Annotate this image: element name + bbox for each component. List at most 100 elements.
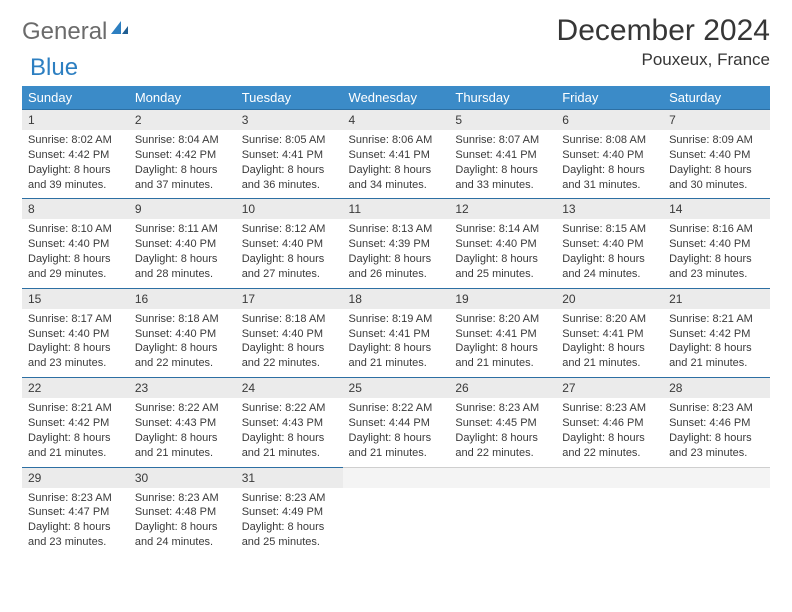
daylight-line: Daylight: 8 hours and 23 minutes. — [28, 520, 123, 550]
sunset-line: Sunset: 4:40 PM — [669, 148, 764, 163]
daylight-line: Daylight: 8 hours and 27 minutes. — [242, 252, 337, 282]
day-content-cell: Sunrise: 8:05 AMSunset: 4:41 PMDaylight:… — [236, 130, 343, 199]
sunrise-line: Sunrise: 8:22 AM — [135, 401, 230, 416]
sunset-line: Sunset: 4:44 PM — [349, 416, 444, 431]
day-content-cell — [663, 488, 770, 556]
sunset-line: Sunset: 4:40 PM — [28, 237, 123, 252]
calendar-table: Sunday Monday Tuesday Wednesday Thursday… — [22, 86, 770, 556]
sunset-line: Sunset: 4:46 PM — [669, 416, 764, 431]
day-number-cell: 9 — [129, 199, 236, 220]
day-content-cell: Sunrise: 8:08 AMSunset: 4:40 PMDaylight:… — [556, 130, 663, 199]
day-content-cell: Sunrise: 8:20 AMSunset: 4:41 PMDaylight:… — [449, 309, 556, 378]
day-content-cell: Sunrise: 8:22 AMSunset: 4:44 PMDaylight:… — [343, 398, 450, 467]
day-number-cell — [556, 467, 663, 488]
sunrise-line: Sunrise: 8:16 AM — [669, 222, 764, 237]
day-content-cell: Sunrise: 8:21 AMSunset: 4:42 PMDaylight:… — [663, 309, 770, 378]
day-content-cell: Sunrise: 8:16 AMSunset: 4:40 PMDaylight:… — [663, 219, 770, 288]
daylight-line: Daylight: 8 hours and 37 minutes. — [135, 163, 230, 193]
day-number-cell: 31 — [236, 467, 343, 488]
day-number-cell: 3 — [236, 110, 343, 131]
day-content-row: Sunrise: 8:02 AMSunset: 4:42 PMDaylight:… — [22, 130, 770, 199]
day-content-cell — [449, 488, 556, 556]
day-number-cell: 16 — [129, 288, 236, 309]
sunrise-line: Sunrise: 8:02 AM — [28, 133, 123, 148]
weekday-header: Thursday — [449, 86, 556, 110]
day-content-cell: Sunrise: 8:06 AMSunset: 4:41 PMDaylight:… — [343, 130, 450, 199]
sunrise-line: Sunrise: 8:23 AM — [28, 491, 123, 506]
sunrise-line: Sunrise: 8:05 AM — [242, 133, 337, 148]
daylight-line: Daylight: 8 hours and 23 minutes. — [669, 431, 764, 461]
sunrise-line: Sunrise: 8:21 AM — [28, 401, 123, 416]
day-content-row: Sunrise: 8:23 AMSunset: 4:47 PMDaylight:… — [22, 488, 770, 556]
day-number-cell — [663, 467, 770, 488]
weekday-header: Sunday — [22, 86, 129, 110]
daylight-line: Daylight: 8 hours and 24 minutes. — [135, 520, 230, 550]
day-number-cell: 11 — [343, 199, 450, 220]
sunset-line: Sunset: 4:43 PM — [135, 416, 230, 431]
daylight-line: Daylight: 8 hours and 29 minutes. — [28, 252, 123, 282]
sunrise-line: Sunrise: 8:23 AM — [669, 401, 764, 416]
sunrise-line: Sunrise: 8:23 AM — [135, 491, 230, 506]
sunset-line: Sunset: 4:41 PM — [242, 148, 337, 163]
sunrise-line: Sunrise: 8:23 AM — [562, 401, 657, 416]
sunset-line: Sunset: 4:41 PM — [455, 148, 550, 163]
sunset-line: Sunset: 4:42 PM — [28, 416, 123, 431]
sunrise-line: Sunrise: 8:23 AM — [455, 401, 550, 416]
sunset-line: Sunset: 4:40 PM — [455, 237, 550, 252]
daylight-line: Daylight: 8 hours and 22 minutes. — [135, 341, 230, 371]
day-number-row: 15161718192021 — [22, 288, 770, 309]
day-content-row: Sunrise: 8:17 AMSunset: 4:40 PMDaylight:… — [22, 309, 770, 378]
sunrise-line: Sunrise: 8:06 AM — [349, 133, 444, 148]
daylight-line: Daylight: 8 hours and 28 minutes. — [135, 252, 230, 282]
daylight-line: Daylight: 8 hours and 21 minutes. — [349, 341, 444, 371]
day-number-cell: 17 — [236, 288, 343, 309]
sunrise-line: Sunrise: 8:11 AM — [135, 222, 230, 237]
sunset-line: Sunset: 4:40 PM — [135, 327, 230, 342]
day-number-row: 1234567 — [22, 110, 770, 131]
day-content-cell: Sunrise: 8:11 AMSunset: 4:40 PMDaylight:… — [129, 219, 236, 288]
sunset-line: Sunset: 4:40 PM — [669, 237, 764, 252]
sunrise-line: Sunrise: 8:15 AM — [562, 222, 657, 237]
sunrise-line: Sunrise: 8:14 AM — [455, 222, 550, 237]
day-content-cell: Sunrise: 8:18 AMSunset: 4:40 PMDaylight:… — [236, 309, 343, 378]
sunrise-line: Sunrise: 8:12 AM — [242, 222, 337, 237]
day-content-cell: Sunrise: 8:23 AMSunset: 4:46 PMDaylight:… — [556, 398, 663, 467]
sunrise-line: Sunrise: 8:19 AM — [349, 312, 444, 327]
day-number-cell — [343, 467, 450, 488]
daylight-line: Daylight: 8 hours and 25 minutes. — [242, 520, 337, 550]
weekday-header: Wednesday — [343, 86, 450, 110]
sunrise-line: Sunrise: 8:20 AM — [562, 312, 657, 327]
daylight-line: Daylight: 8 hours and 26 minutes. — [349, 252, 444, 282]
weekday-header: Monday — [129, 86, 236, 110]
day-number-cell: 28 — [663, 378, 770, 399]
weekday-header: Tuesday — [236, 86, 343, 110]
sunrise-line: Sunrise: 8:04 AM — [135, 133, 230, 148]
day-content-cell: Sunrise: 8:22 AMSunset: 4:43 PMDaylight:… — [129, 398, 236, 467]
day-number-cell: 8 — [22, 199, 129, 220]
sunset-line: Sunset: 4:40 PM — [562, 148, 657, 163]
sunset-line: Sunset: 4:40 PM — [242, 237, 337, 252]
sunset-line: Sunset: 4:41 PM — [455, 327, 550, 342]
day-number-cell: 18 — [343, 288, 450, 309]
day-number-cell: 7 — [663, 110, 770, 131]
day-number-cell: 25 — [343, 378, 450, 399]
day-content-cell: Sunrise: 8:10 AMSunset: 4:40 PMDaylight:… — [22, 219, 129, 288]
sunrise-line: Sunrise: 8:21 AM — [669, 312, 764, 327]
day-number-cell: 15 — [22, 288, 129, 309]
day-content-cell: Sunrise: 8:23 AMSunset: 4:46 PMDaylight:… — [663, 398, 770, 467]
sunset-line: Sunset: 4:41 PM — [349, 327, 444, 342]
daylight-line: Daylight: 8 hours and 34 minutes. — [349, 163, 444, 193]
daylight-line: Daylight: 8 hours and 31 minutes. — [562, 163, 657, 193]
weekday-header: Friday — [556, 86, 663, 110]
day-number-cell: 10 — [236, 199, 343, 220]
day-number-cell: 1 — [22, 110, 129, 131]
location: Pouxeux, France — [557, 50, 770, 70]
sunset-line: Sunset: 4:42 PM — [669, 327, 764, 342]
day-content-cell — [556, 488, 663, 556]
day-number-cell: 19 — [449, 288, 556, 309]
day-content-cell: Sunrise: 8:12 AMSunset: 4:40 PMDaylight:… — [236, 219, 343, 288]
sunrise-line: Sunrise: 8:22 AM — [242, 401, 337, 416]
daylight-line: Daylight: 8 hours and 22 minutes. — [242, 341, 337, 371]
day-number-cell: 14 — [663, 199, 770, 220]
day-number-cell: 2 — [129, 110, 236, 131]
